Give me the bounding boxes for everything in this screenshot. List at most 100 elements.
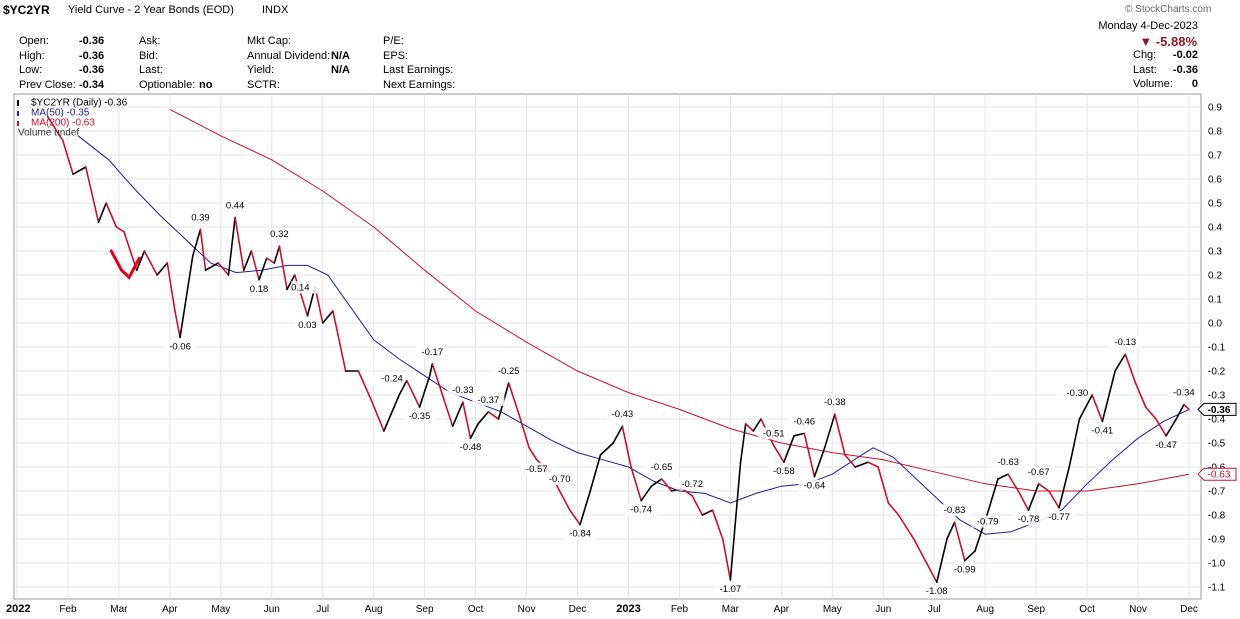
price-segment (612, 425, 624, 444)
annotation-label: -0.84 (569, 529, 591, 540)
stat-last: Last: (139, 64, 239, 79)
price-segment (1007, 473, 1020, 492)
annotation-bg (1043, 510, 1076, 523)
stat-label: SCTR: (247, 78, 280, 91)
annotation-label: 0.39 (191, 212, 210, 223)
price-segment (135, 250, 146, 272)
price-segment (273, 245, 281, 264)
price-segment (752, 418, 762, 432)
price-segment (518, 413, 530, 449)
price-segment (1027, 482, 1040, 512)
annotation-bg (403, 410, 436, 422)
y-tick-label: 0.7 (1208, 151, 1222, 162)
price-segment (321, 310, 334, 324)
price-segment (997, 473, 1009, 480)
annotation-bg (767, 465, 800, 478)
price-segment (744, 422, 755, 432)
stat-last-earnings: Last Earnings: (383, 64, 455, 79)
x-tick-label: Feb (671, 604, 689, 615)
stat-ask: Ask: (139, 35, 239, 50)
right-stats: Chg: -0.02 Last: -0.36 Volume: 0 (1133, 49, 1198, 93)
annotation-bg (714, 582, 747, 595)
legend-ma200: MA(200) -0.63 (31, 118, 95, 129)
annotation-label: 0.18 (250, 284, 269, 295)
annotation-bg (938, 504, 971, 517)
y-tick-label: -1.0 (1208, 559, 1226, 570)
stat-label: Ask: (139, 35, 161, 47)
price-segment (739, 422, 747, 464)
x-tick-label: Jun (875, 604, 891, 615)
price-segment (1048, 490, 1060, 509)
price-segment (803, 432, 816, 478)
annotation-bg (606, 408, 639, 421)
price-segment (192, 228, 202, 257)
annotation-label: -0.99 (954, 565, 976, 576)
exchange: INDX (262, 4, 289, 16)
x-axis-labels: 2022 Feb Mar Apr May Jun Jul Aug Sep Oct Nov Dec 202… (6, 603, 1198, 615)
ma200-badge-shape (1197, 467, 1237, 481)
annotation-label: -0.58 (773, 466, 795, 477)
stat-label: Next Earnings: (383, 78, 456, 91)
price-segment (925, 562, 938, 584)
stat-eps: EPS: (383, 50, 455, 65)
stat-label: Prev Close: (19, 78, 76, 91)
x-tick-label: Jun (264, 604, 280, 615)
annotation-bg (370, 372, 403, 385)
annotation-bg (971, 515, 1004, 528)
annotation-bg (221, 199, 249, 212)
stat-label: Yield: (247, 64, 275, 76)
price-segment (204, 262, 220, 272)
x-tick-label: Nov (1129, 604, 1147, 615)
annotation-label: -0.67 (1028, 467, 1050, 478)
price-segment (913, 538, 928, 564)
x-tick-label: Feb (59, 604, 77, 615)
annotation-label: -0.30 (1067, 388, 1089, 399)
stat-label: Last: (139, 64, 163, 76)
annotation-label: -0.57 (526, 464, 548, 475)
stat-label: Volume: (1133, 78, 1173, 90)
y-tick-label: 0.4 (1208, 223, 1222, 234)
price-segment (487, 410, 500, 420)
annotation-bg (1056, 387, 1089, 399)
x-tick-label: Sep (1027, 604, 1045, 615)
annotation-bg (472, 393, 505, 406)
price-segment (258, 257, 268, 281)
y-tick-label: -0.3 (1208, 391, 1226, 402)
annotation-bg (454, 441, 487, 454)
price-segment (469, 422, 479, 440)
annotation-label: -0.13 (1114, 337, 1136, 348)
annotation-label: -0.65 (651, 462, 673, 473)
y-tick-label: 0.8 (1208, 127, 1222, 138)
x-tick-label: May (823, 604, 842, 615)
price-segment (691, 494, 704, 516)
price-segment (357, 370, 372, 401)
price-segment (558, 490, 571, 512)
annotation-label: -1.07 (720, 584, 742, 595)
price-segment (1165, 418, 1178, 437)
quote-date: Monday 4-Dec-2023 (1098, 20, 1198, 32)
annotation-label: -0.74 (630, 505, 652, 516)
annotation-label: -0.47 (1155, 440, 1177, 451)
annotation-label: -0.34 (1173, 388, 1195, 399)
annotation-bg (245, 282, 273, 295)
stat-value: no (199, 78, 213, 91)
annotation-label: -0.35 (409, 411, 431, 422)
x-tick-label: Nov (518, 604, 536, 615)
price-segment (1183, 403, 1190, 411)
x-tick-label: Sep (416, 604, 434, 615)
price-segment (265, 257, 276, 264)
price-segment (46, 115, 64, 142)
y-tick-label: -0.1 (1208, 343, 1226, 354)
annotation-bg (416, 345, 449, 358)
price-segment (428, 362, 434, 377)
annotation-bg (1150, 438, 1183, 451)
y-tick-label: 0.2 (1208, 271, 1222, 282)
annotation-label: -0.33 (452, 385, 474, 396)
annotation-label: -0.48 (460, 442, 482, 453)
annotation-bg (625, 503, 658, 516)
price-segment (660, 478, 673, 492)
quote-header: $YC2YR Yield Curve - 2 Year Bonds (EOD) … (0, 0, 1240, 100)
price-segment (1124, 353, 1137, 384)
annotation-bg (948, 563, 981, 576)
pct-change: ▼ -5.88% (1139, 34, 1197, 49)
